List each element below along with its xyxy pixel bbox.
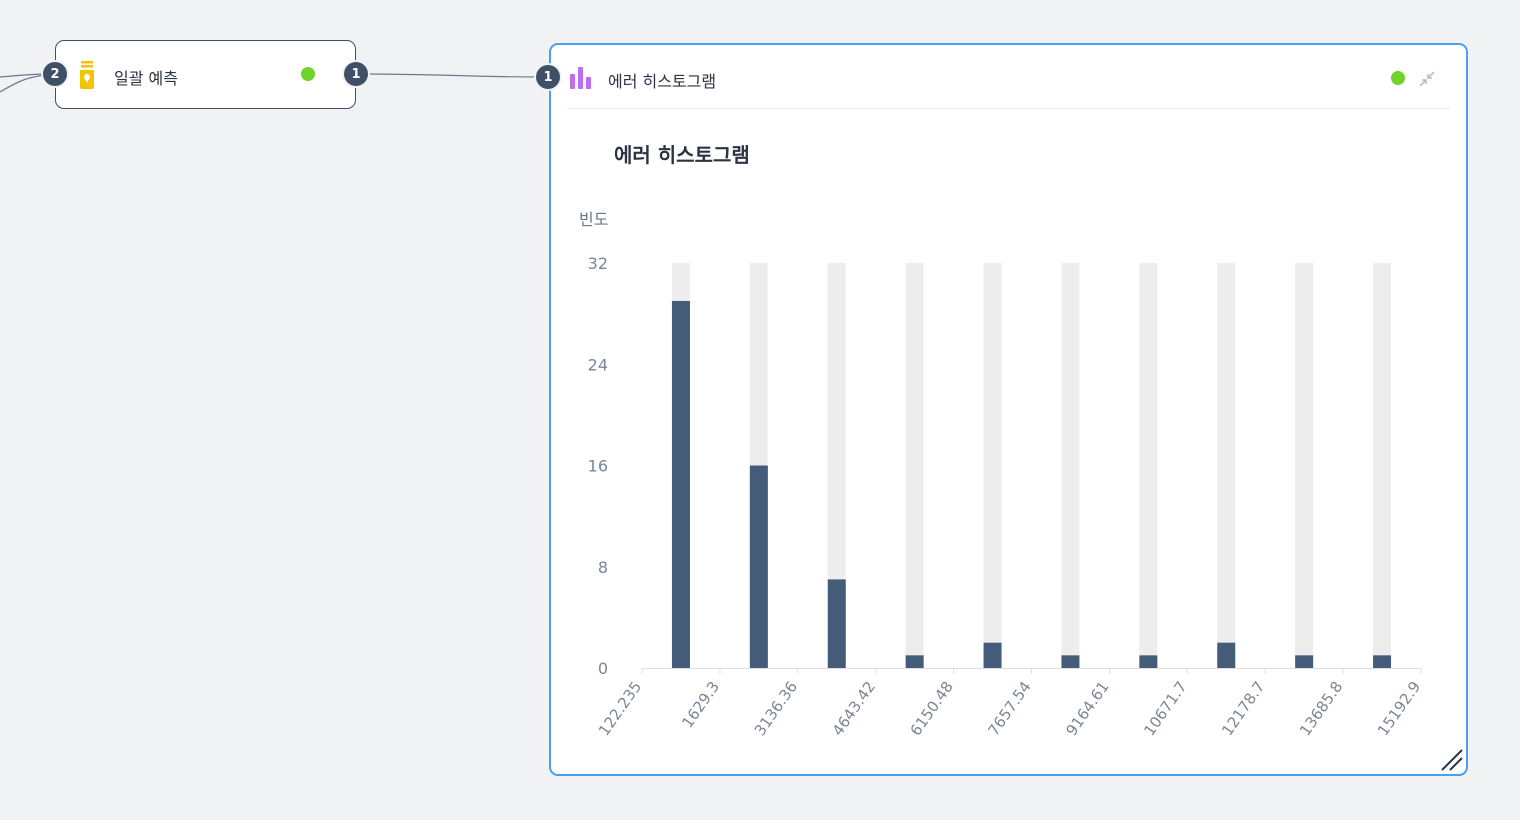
bar-track	[905, 263, 924, 668]
histogram-chart: 빈도 0 8 16 24 32 122.235 1629.3 3136.36 4643.42 615…	[579, 210, 1424, 739]
bar	[749, 465, 768, 668]
resize-handle-icon[interactable]	[1438, 746, 1464, 772]
x-tick-label: 4643.42	[829, 678, 879, 739]
bar-track	[1061, 263, 1080, 668]
bar	[1295, 655, 1314, 668]
histogram-node-title: 에러 히스토그램	[608, 72, 717, 91]
y-tick-label: 8	[598, 558, 608, 577]
batch-predict-title: 일괄 예측	[114, 69, 178, 88]
bar-track	[1139, 263, 1158, 668]
bar	[905, 655, 924, 668]
bar-track	[1373, 263, 1392, 668]
x-tick-label: 6150.48	[907, 678, 957, 739]
y-tick-label: 0	[598, 659, 608, 678]
x-tick-label: 7657.54	[984, 678, 1034, 739]
bar-track	[827, 263, 846, 668]
histogram-input-port[interactable]: 1	[536, 65, 560, 89]
bar	[983, 642, 1002, 668]
bar	[1061, 655, 1080, 668]
bar	[1139, 655, 1158, 668]
bar-track	[1295, 263, 1314, 668]
bar-track	[983, 263, 1002, 668]
bar-track	[1217, 263, 1236, 668]
x-tick-label: 9164.61	[1062, 678, 1112, 739]
batch-predict-output-port[interactable]: 1	[344, 62, 368, 86]
y-tick-label: 16	[588, 457, 608, 476]
x-tick-label: 13685.8	[1296, 678, 1346, 739]
shrink-icon[interactable]	[1417, 69, 1437, 89]
chart-title: 에러 히스토그램	[614, 143, 750, 167]
x-tick-label: 12178.7	[1218, 678, 1268, 739]
error-histogram-node[interactable]: 에러 히스토그램 에러 히스토그램 빈도 0 8 16 24 32 122.235 1629.…	[549, 43, 1468, 776]
edge-batch-to-histogram	[355, 73, 549, 78]
x-tick-label: 15192.9	[1374, 678, 1424, 739]
y-tick-label: 24	[588, 355, 608, 374]
x-tick-label: 1629.3	[678, 678, 723, 731]
x-tick-label: 10671.7	[1140, 678, 1190, 739]
bar	[827, 579, 846, 668]
x-tick-label: 122.235	[595, 678, 645, 739]
bottle-icon	[80, 61, 94, 89]
y-axis-label: 빈도	[579, 210, 608, 229]
bar	[1373, 655, 1392, 668]
bar-chart-icon	[570, 67, 591, 89]
bar	[1217, 642, 1236, 668]
histogram-status-dot	[1391, 71, 1405, 85]
y-tick-label: 32	[588, 254, 608, 273]
batch-predict-node[interactable]: 일괄 예측	[55, 40, 356, 109]
batch-predict-status-dot	[301, 67, 315, 81]
bar	[671, 300, 690, 668]
batch-predict-input-port[interactable]: 2	[43, 62, 67, 86]
header-divider	[567, 108, 1450, 109]
x-tick-label: 3136.36	[751, 678, 801, 739]
